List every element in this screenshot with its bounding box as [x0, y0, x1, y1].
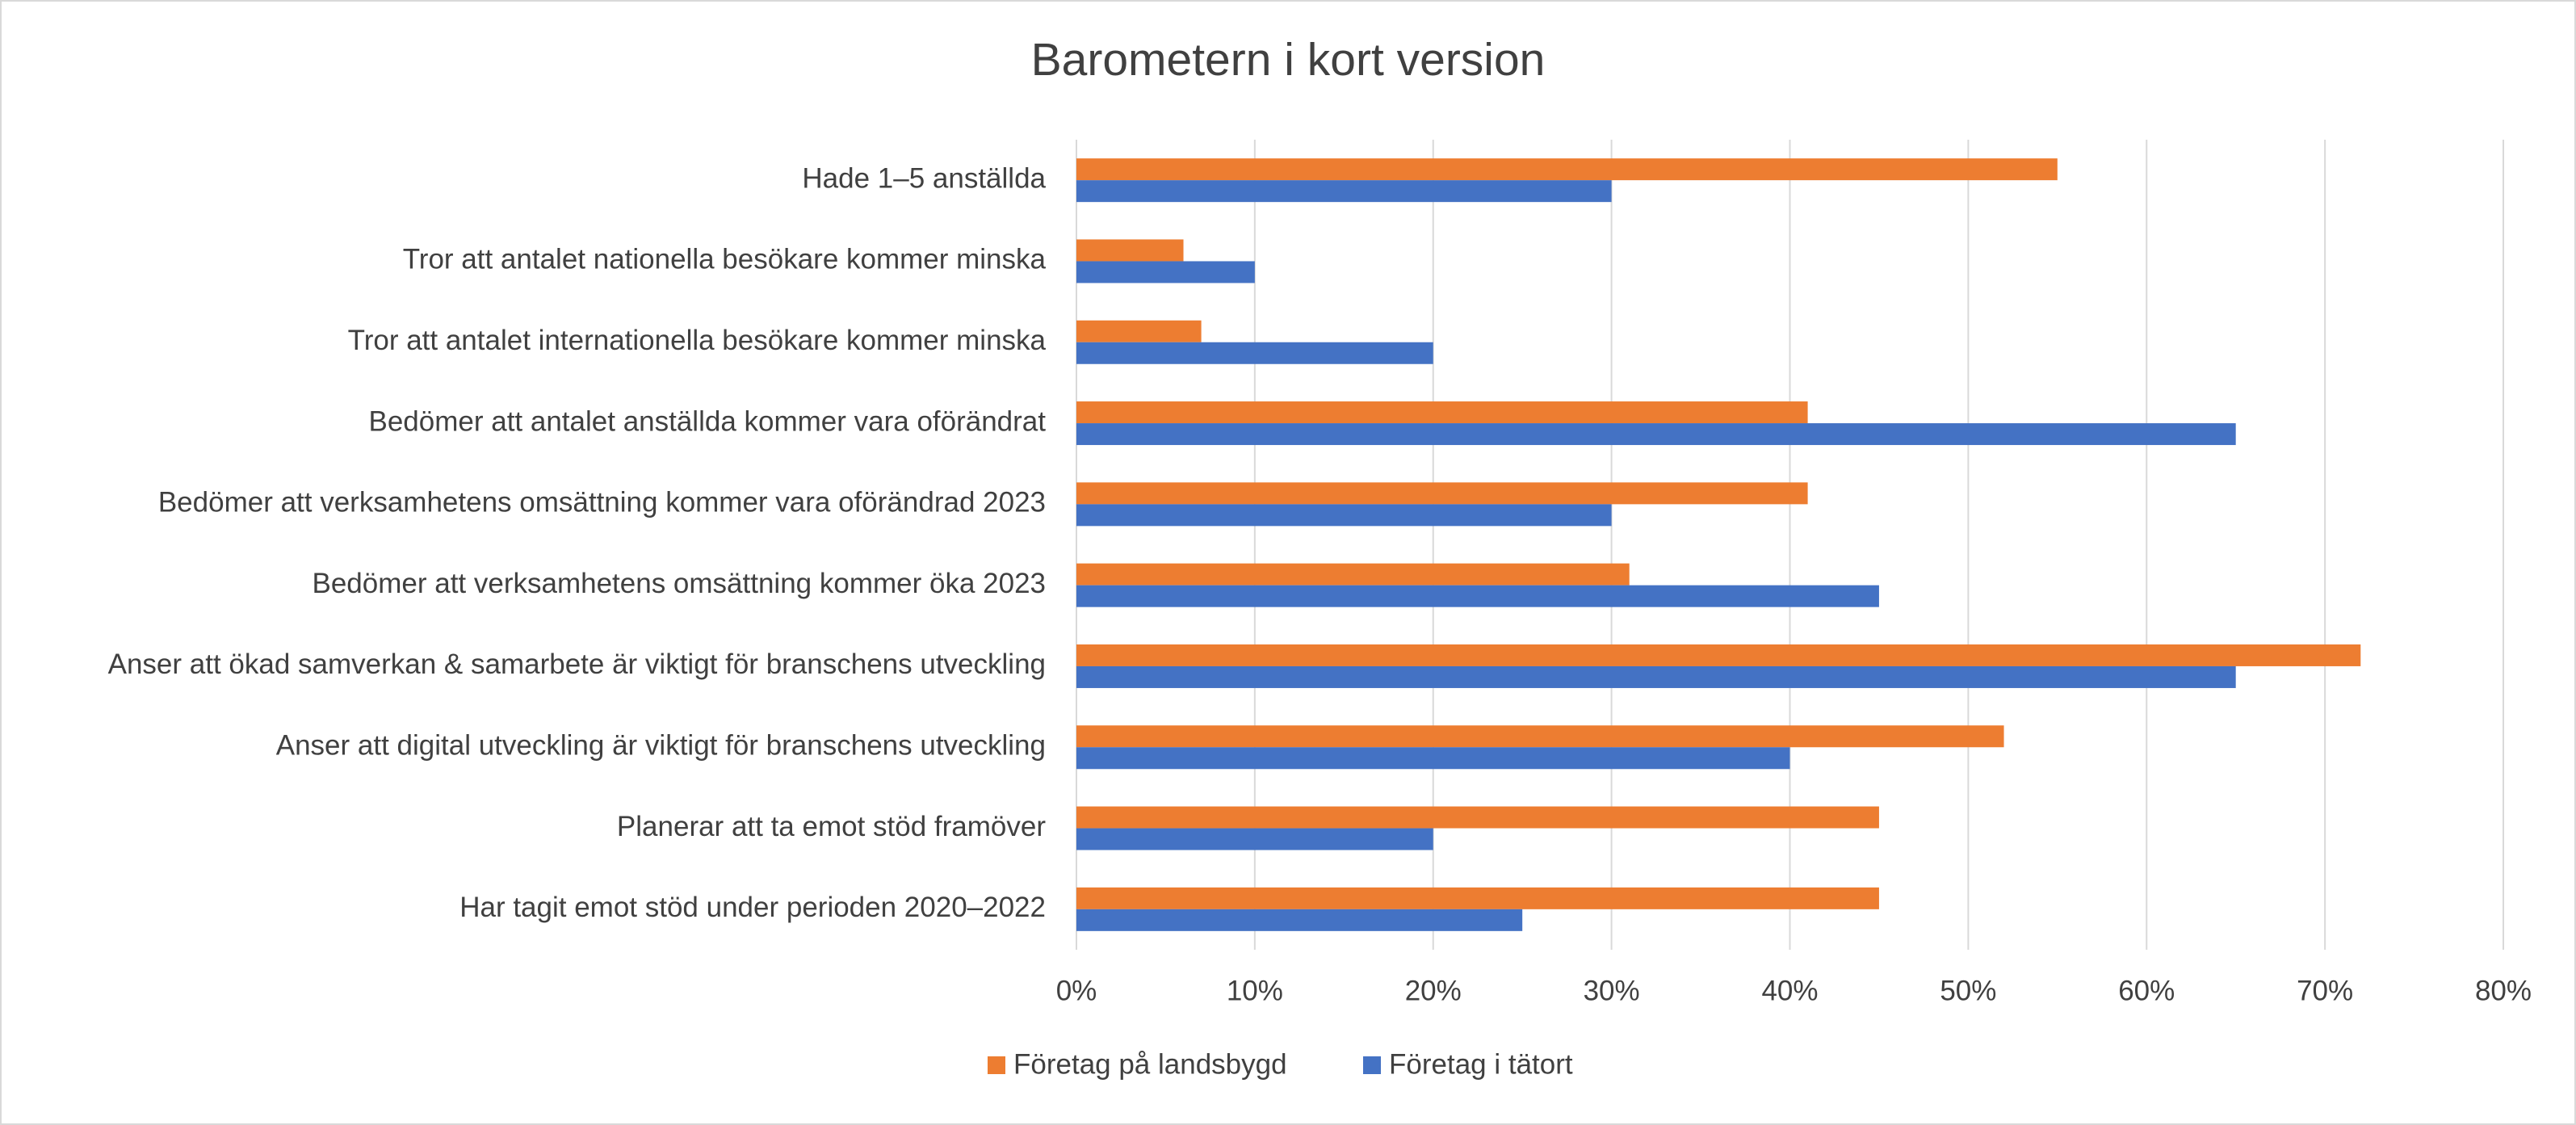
x-tick-label: 70%	[2297, 975, 2353, 1006]
bar	[1076, 585, 1879, 607]
chart-title: Barometern i kort version	[1031, 34, 1546, 86]
bar	[1076, 342, 1433, 364]
y-tick-label: Anser att ökad samverkan & samarbete är …	[108, 649, 1046, 680]
y-tick-label: Bedömer att verksamhetens omsättning kom…	[158, 487, 1046, 518]
y-tick-label: Tror att antalet nationella besökare kom…	[403, 244, 1047, 275]
bar	[1076, 158, 2058, 181]
bar	[1076, 887, 1879, 909]
x-tick-label: 60%	[2118, 975, 2175, 1006]
legend-label: Företag på landsbygd	[1013, 1048, 1287, 1080]
y-tick-label: Anser att digital utveckling är viktigt …	[276, 730, 1046, 762]
bar	[1076, 909, 1523, 931]
y-tick-label: Tror att antalet internationella besökar…	[348, 325, 1047, 356]
bar	[1076, 665, 2236, 688]
bar	[1076, 563, 1630, 586]
bar	[1076, 725, 2004, 748]
y-tick-label: Planerar att ta emot stöd framöver	[617, 811, 1046, 842]
x-tick-label: 40%	[1761, 975, 1818, 1006]
bar	[1076, 401, 1808, 424]
bar	[1076, 806, 1879, 829]
bar	[1076, 482, 1808, 505]
y-tick-label: Har tagit emot stöd under perioden 2020–…	[459, 892, 1046, 923]
bar	[1076, 504, 1612, 527]
x-tick-label: 10%	[1227, 975, 1283, 1006]
y-tick-label: Bedömer att antalet anställda kommer var…	[369, 405, 1047, 437]
bar	[1076, 239, 1184, 262]
x-tick-label: 0%	[1056, 975, 1097, 1006]
y-tick-label: Bedömer att verksamhetens omsättning kom…	[313, 568, 1047, 599]
y-tick-label: Hade 1–5 anställda	[802, 162, 1046, 194]
bar	[1076, 644, 2361, 666]
x-tick-label: 50%	[1940, 975, 1996, 1006]
legend-swatch	[988, 1056, 1005, 1074]
legend-label: Företag i tätort	[1389, 1048, 1573, 1080]
bar	[1076, 423, 2236, 446]
bar	[1076, 180, 1612, 203]
bar	[1076, 828, 1433, 850]
legend-swatch	[1363, 1056, 1381, 1074]
x-tick-label: 30%	[1584, 975, 1640, 1006]
x-tick-label: 80%	[2475, 975, 2532, 1006]
bar	[1076, 747, 1790, 770]
x-tick-label: 20%	[1405, 975, 1462, 1006]
bar	[1076, 261, 1255, 283]
bar	[1076, 320, 1202, 342]
